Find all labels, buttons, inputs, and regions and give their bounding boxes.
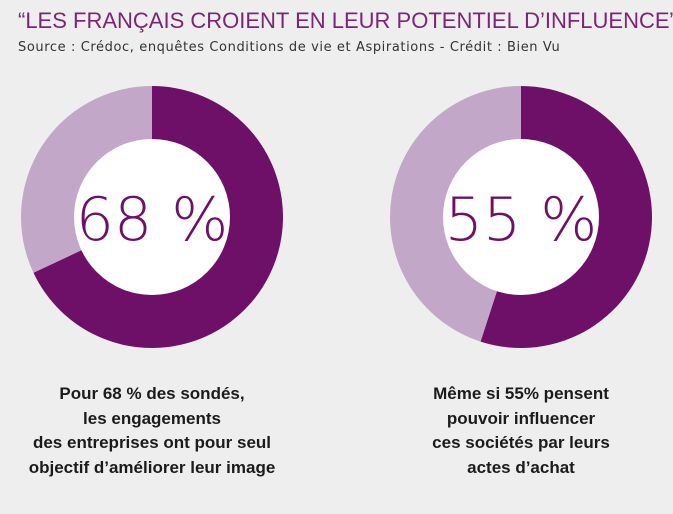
donut-2-center-label: 55 % [445, 185, 597, 255]
donut-chart-1: 68 % [21, 86, 283, 348]
donut-2-svg: 55 % [390, 86, 652, 348]
donut-chart-2: 55 % [390, 86, 652, 348]
donut-1-svg: 68 % [21, 86, 283, 348]
donut-2-hole [443, 139, 599, 295]
caption-1-line: objectif d’améliorer leur image [28, 457, 276, 477]
caption-1-line: Pour 68 % des sondés, [59, 384, 245, 403]
caption-1-line: des entreprises ont pour seul [32, 433, 272, 452]
caption-1: Pour 68 % des sondés, les engagements de… [0, 382, 312, 480]
caption-2: Même si 55% pensent pouvoir influencer c… [361, 382, 673, 480]
source-credit: Source : Crédoc, enquêtes Conditions de … [18, 40, 561, 55]
caption-2-line: actes d’achat [467, 457, 575, 477]
caption-1-line: les engagements [83, 408, 221, 428]
caption-2-line: pouvoir influencer [446, 408, 596, 428]
donut-1-center-label: 68 % [76, 185, 228, 255]
caption-2-line: Même si 55% pensent [433, 384, 609, 403]
caption-2-line: ces sociétés par leurs [432, 433, 610, 452]
chart-title: “LES FRANÇAIS CROIENT EN LEUR POTENTIEL … [18, 8, 673, 33]
donut-1-hole [74, 139, 230, 295]
